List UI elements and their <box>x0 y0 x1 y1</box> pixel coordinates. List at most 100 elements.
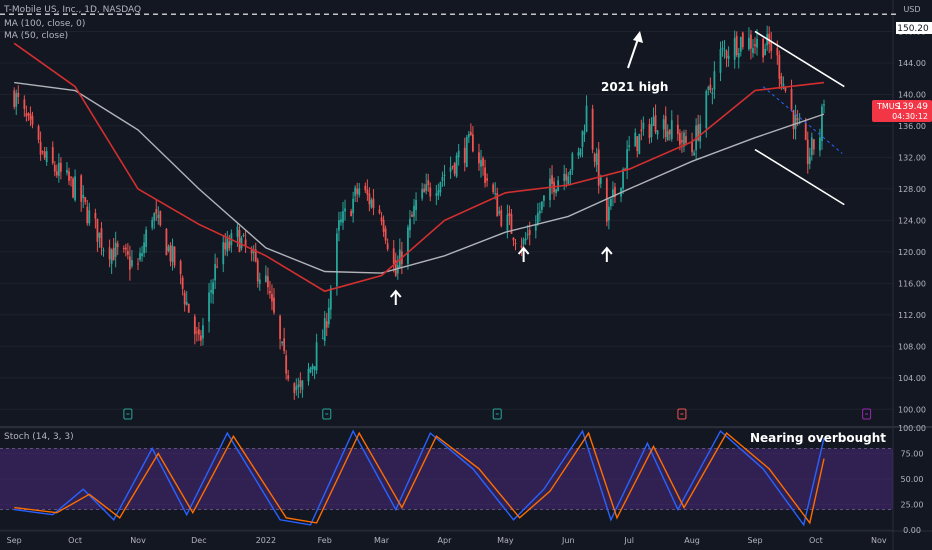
ma50-line <box>13 42 825 293</box>
candle-body <box>313 366 316 370</box>
candle-body <box>750 34 752 49</box>
candle-body <box>66 169 68 173</box>
candle <box>510 209 513 234</box>
candle <box>725 49 728 68</box>
price-tick-label: 128.00 <box>898 185 926 194</box>
candle-body <box>421 189 424 199</box>
support-arrow-head <box>389 289 402 298</box>
candle <box>640 119 643 141</box>
candle <box>407 224 409 270</box>
candle-body <box>264 275 267 282</box>
candle-body <box>242 234 245 237</box>
time-tick-label: Oct <box>809 536 823 545</box>
candle-body <box>327 307 330 325</box>
candle-body <box>754 44 756 47</box>
chart-title[interactable]: T-Mobile US, Inc., 1D, NASDAQ <box>4 5 142 15</box>
candle <box>338 211 340 242</box>
stoch-axis[interactable]: 0.00 25.00 50.00 75.00 100.00 <box>898 424 926 535</box>
candle-body <box>139 252 141 260</box>
candle <box>139 247 141 262</box>
candle <box>39 131 42 161</box>
candle <box>457 143 460 166</box>
time-axis[interactable]: Sep Oct Nov Dec 2022 Feb Mar Apr May Jun Jul Aug Sep… <box>7 536 887 545</box>
candle-body <box>709 84 712 91</box>
candle-body <box>269 291 271 294</box>
candle <box>153 212 156 230</box>
candle-body <box>27 113 30 116</box>
candle <box>662 114 665 139</box>
candle-body <box>425 184 428 191</box>
support-arrows <box>389 246 613 305</box>
candle-body <box>236 226 239 237</box>
ticker-label: TMUS <box>876 102 900 111</box>
time-tick-label: 2022 <box>256 536 276 545</box>
candle-body <box>593 154 596 162</box>
candle <box>82 185 85 209</box>
candle <box>329 284 332 320</box>
candle-body <box>711 92 714 94</box>
last-price-label: 139.49 <box>897 102 929 112</box>
candle <box>612 181 614 207</box>
candle-body <box>451 166 454 168</box>
candle-body <box>273 297 275 313</box>
support-arrow <box>389 289 402 305</box>
candle <box>664 106 667 142</box>
candle <box>693 149 696 156</box>
candle-body <box>748 37 750 50</box>
candle-body <box>108 247 111 260</box>
candle-body <box>372 198 375 209</box>
candle-body <box>670 120 673 139</box>
candle-body <box>181 277 184 289</box>
candle <box>55 164 58 178</box>
candle-body <box>583 132 586 135</box>
candle-body <box>725 50 728 58</box>
high-arrow-shaft <box>627 35 640 69</box>
candle <box>157 206 160 225</box>
candle <box>273 288 275 315</box>
candle <box>295 378 298 396</box>
stoch-d-line <box>14 431 825 525</box>
candle-body <box>607 206 610 221</box>
candle-body <box>216 266 219 268</box>
candle <box>524 232 527 245</box>
candle <box>126 243 129 260</box>
candle <box>691 132 693 157</box>
ma50-legend[interactable]: MA (50, close) <box>4 31 69 41</box>
candle-body <box>258 279 261 284</box>
candle <box>699 115 702 149</box>
candle-body <box>340 219 342 223</box>
candle <box>386 238 389 252</box>
candle-body <box>116 243 119 248</box>
candle-body <box>13 90 16 108</box>
price-tick-label: 100.00 <box>898 405 926 414</box>
candle <box>173 246 176 269</box>
candle <box>551 165 553 195</box>
candle-body <box>43 151 46 158</box>
candle-body <box>794 115 797 129</box>
candle-body <box>23 99 26 109</box>
time-tick-label: Sep <box>7 536 22 545</box>
stoch-band <box>0 448 893 510</box>
candle <box>429 182 432 202</box>
candle-body <box>429 187 432 197</box>
candle <box>216 257 219 269</box>
stoch-annotation: Nearing overbought <box>750 431 886 445</box>
candle-body <box>137 263 139 265</box>
stoch-legend[interactable]: Stoch (14, 3, 3) <box>4 432 74 442</box>
candle <box>423 183 426 193</box>
candle <box>285 350 288 380</box>
candle <box>283 327 286 354</box>
candle <box>108 239 111 268</box>
candle-body <box>279 315 281 340</box>
stoch-k-line <box>14 429 825 527</box>
candle-body <box>808 156 811 164</box>
ma100-legend[interactable]: MA (100, close, 0) <box>4 19 86 29</box>
candle-body <box>100 228 103 248</box>
price-tick-label: 144.00 <box>898 59 926 68</box>
candle-body <box>110 249 113 264</box>
support-arrow <box>517 246 530 262</box>
candle-body <box>565 174 568 181</box>
candle-body <box>238 230 241 253</box>
candle <box>169 242 172 267</box>
